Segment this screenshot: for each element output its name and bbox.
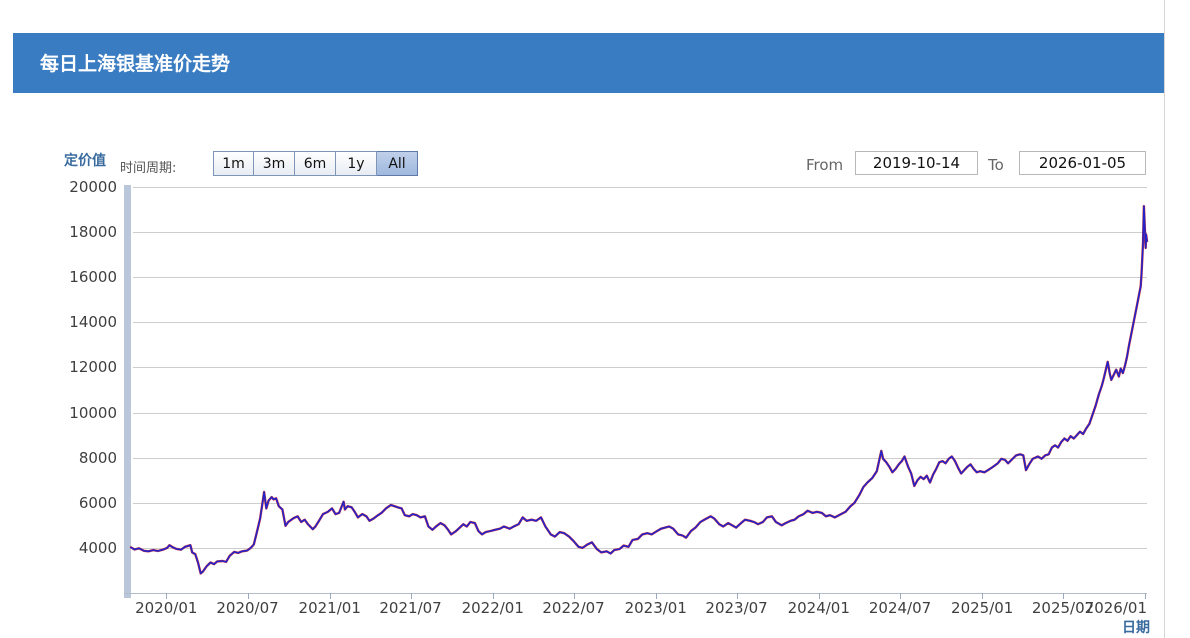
x-tick-label-2023-01: 2023/01 — [624, 599, 687, 617]
y-tick-label-6000: 6000 — [78, 493, 117, 512]
period-button-1y[interactable]: 1y — [336, 151, 377, 176]
period-button-group: 1m 3m 6m 1y All — [213, 151, 418, 176]
period-label: 时间周期: — [120, 161, 177, 176]
x-tick-label-2025-07: 2025/07 — [1031, 599, 1095, 617]
y-tick-label-4000: 4000 — [78, 538, 117, 557]
x-tick-label-2024-01: 2024/01 — [787, 599, 850, 617]
y-tick-label-10000: 10000 — [69, 403, 117, 422]
y-tick-label-8000: 8000 — [78, 448, 117, 467]
y-tick-label-20000: 20000 — [69, 178, 117, 196]
y-axis-bar — [124, 185, 131, 598]
y-tick-label-14000: 14000 — [69, 313, 117, 332]
x-tick-label-2022-07: 2022/07 — [542, 599, 605, 617]
from-date-input[interactable] — [855, 151, 978, 175]
y-tick-label-12000: 12000 — [69, 358, 117, 377]
from-label: From — [806, 156, 844, 174]
y-tick-label-16000: 16000 — [69, 268, 117, 287]
chart-header: 每日上海银基准价走势 — [13, 33, 1164, 93]
page-right-border — [1164, 0, 1165, 638]
x-tick-label-2025-01: 2025/01 — [951, 599, 1014, 617]
period-button-6m[interactable]: 6m — [295, 151, 336, 176]
x-tick-label-2020-01: 2020/01 — [135, 599, 198, 617]
y-axis-title: 定价值 — [64, 153, 106, 169]
x-tick-label-2020-07: 2020/07 — [216, 599, 279, 617]
period-button-all[interactable]: All — [377, 151, 418, 176]
to-label: To — [988, 156, 1004, 174]
period-button-3m[interactable]: 3m — [254, 151, 295, 176]
to-date-input[interactable] — [1019, 151, 1146, 175]
x-tick-label-2021-01: 2021/01 — [298, 599, 361, 617]
x-tick-label-2024-07: 2024/07 — [868, 599, 932, 617]
x-tick-label-2022-01: 2022/01 — [461, 599, 524, 617]
period-button-1m[interactable]: 1m — [213, 151, 254, 176]
benchmark-price-line — [130, 205, 1148, 575]
x-axis-title: 日期 — [1122, 620, 1150, 636]
x-tick-label-2021-07: 2021/07 — [379, 599, 442, 617]
x-tick-label-2026-01: 2026/01 — [1084, 599, 1147, 617]
y-tick-label-18000: 18000 — [69, 223, 117, 242]
x-tick-label-2023-07: 2023/07 — [705, 599, 768, 617]
page-title: 每日上海银基准价走势 — [40, 53, 231, 75]
